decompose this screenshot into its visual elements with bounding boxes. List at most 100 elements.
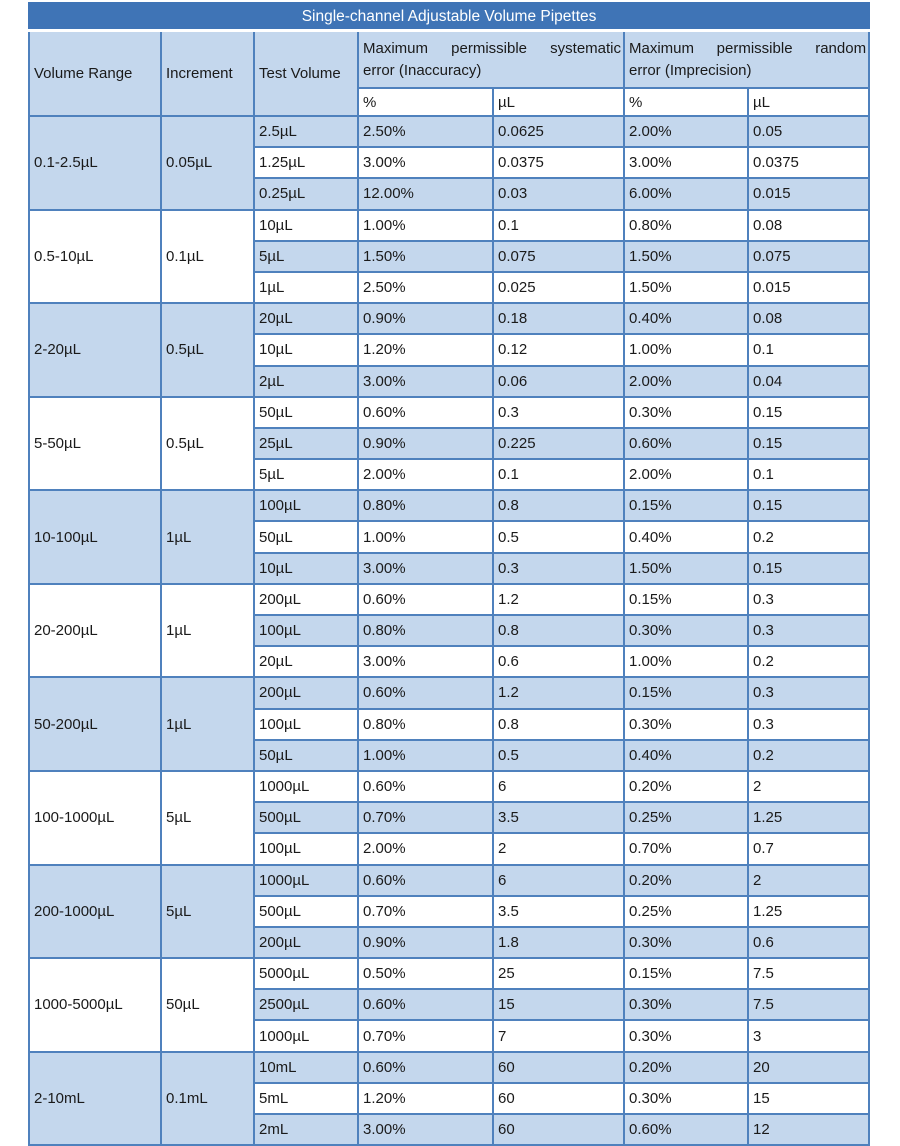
random-percent-cell: 0.15% bbox=[623, 582, 749, 617]
subheader-random-percent: % bbox=[623, 87, 749, 117]
random-percent-cell: 0.30% bbox=[623, 1081, 749, 1116]
table-row: 5µL 1.50% 0.075 1.50% 0.075 bbox=[29, 239, 871, 273]
table-row: 1000µL 0.70% 7 0.30% 3 bbox=[29, 1019, 871, 1053]
systematic-ul-cell: 6 bbox=[492, 863, 625, 897]
volume-range-cell: 100-1000µL bbox=[28, 769, 162, 866]
test-volume-cell: 1000µL bbox=[253, 769, 359, 804]
random-percent-cell: 0.20% bbox=[623, 863, 749, 897]
table-row: 2µL 3.00% 0.06 2.00% 0.04 bbox=[29, 364, 871, 398]
table-title: Single-channel Adjustable Volume Pipette… bbox=[27, 2, 871, 32]
test-volume-cell: 2mL bbox=[253, 1112, 359, 1146]
random-ul-cell: 0.7 bbox=[746, 832, 871, 866]
test-volume-cell: 5mL bbox=[253, 1081, 359, 1116]
pipette-spec-table: Single-channel Adjustable Volume Pipette… bbox=[27, 2, 871, 1146]
random-percent-cell: 0.60% bbox=[623, 426, 749, 461]
test-volume-cell: 5µL bbox=[253, 458, 359, 492]
random-percent-cell: 0.15% bbox=[623, 676, 749, 710]
systematic-ul-cell: 1.8 bbox=[492, 925, 625, 960]
systematic-percent-cell: 3.00% bbox=[357, 1112, 494, 1146]
table-row: 20-200µL 1µL 200µL 0.60% 1.2 0.15% 0.3 bbox=[28, 582, 871, 679]
test-volume-cell: 50µL bbox=[253, 738, 359, 772]
random-ul-cell: 0.1 bbox=[746, 458, 871, 492]
test-volume-cell: 500µL bbox=[253, 801, 359, 835]
increment-cell: 0.05µL bbox=[160, 115, 255, 211]
random-ul-cell: 0.2 bbox=[746, 645, 871, 679]
increment-cell: 5µL bbox=[160, 769, 255, 866]
test-volume-cell: 25µL bbox=[253, 426, 359, 461]
test-volume-cell: 100µL bbox=[253, 832, 359, 866]
systematic-percent-cell: 0.60% bbox=[357, 1050, 494, 1084]
systematic-percent-cell: 1.50% bbox=[357, 239, 494, 273]
random-ul-cell: 0.15 bbox=[746, 426, 871, 461]
table-row: 0.5-10µL 0.1µL 10µL 1.00% 0.1 0.80% 0.08 bbox=[28, 208, 871, 305]
systematic-percent-cell: 0.90% bbox=[357, 925, 494, 960]
random-percent-cell: 0.80% bbox=[623, 208, 749, 242]
systematic-ul-cell: 0.3 bbox=[492, 395, 625, 429]
random-percent-cell: 0.20% bbox=[623, 769, 749, 804]
systematic-ul-cell: 3.5 bbox=[492, 894, 625, 928]
test-volume-cell: 200µL bbox=[253, 676, 359, 710]
volume-range-cell: 0.1-2.5µL bbox=[28, 115, 162, 211]
volume-range-cell: 2-10mL bbox=[28, 1050, 162, 1146]
systematic-percent-cell: 3.00% bbox=[357, 364, 494, 398]
systematic-ul-cell: 0.225 bbox=[492, 426, 625, 461]
random-percent-cell: 0.30% bbox=[623, 613, 749, 648]
volume-range-cell: 50-200µL bbox=[28, 676, 162, 772]
test-volume-cell: 200µL bbox=[253, 925, 359, 960]
subheader-random-ul: µL bbox=[746, 87, 871, 117]
random-ul-cell: 20 bbox=[746, 1050, 871, 1084]
systematic-percent-cell: 0.60% bbox=[357, 988, 494, 1022]
systematic-ul-cell: 0.8 bbox=[492, 707, 625, 741]
table-row: 10µL 3.00% 0.3 1.50% 0.15 bbox=[29, 551, 871, 585]
systematic-percent-cell: 1.00% bbox=[357, 738, 494, 772]
systematic-percent-cell: 2.50% bbox=[357, 114, 494, 149]
random-percent-cell: 2.00% bbox=[623, 364, 749, 398]
increment-cell: 1µL bbox=[160, 582, 255, 679]
volume-range-cell: 20-200µL bbox=[28, 582, 162, 679]
test-volume-cell: 100µL bbox=[253, 613, 359, 648]
random-percent-cell: 0.40% bbox=[623, 520, 749, 554]
page: { "title": "Single-channel Adjustable Vo… bbox=[27, 2, 871, 1146]
systematic-ul-cell: 7 bbox=[492, 1019, 625, 1053]
systematic-percent-cell: 2.50% bbox=[357, 270, 494, 305]
systematic-ul-cell: 0.6 bbox=[492, 645, 625, 679]
test-volume-cell: 5000µL bbox=[253, 957, 359, 991]
random-ul-cell: 0.6 bbox=[746, 925, 871, 960]
random-percent-cell: 0.30% bbox=[623, 1019, 749, 1053]
header-systematic-line1: Maximum permissible systematic bbox=[363, 39, 621, 57]
random-percent-cell: 0.60% bbox=[623, 1112, 749, 1146]
table-row: 5µL 2.00% 0.1 2.00% 0.1 bbox=[29, 458, 871, 492]
header-random-line2: error (Imprecision) bbox=[629, 61, 752, 79]
systematic-percent-cell: 0.70% bbox=[357, 801, 494, 835]
random-ul-cell: 0.05 bbox=[746, 114, 871, 149]
systematic-percent-cell: 1.00% bbox=[357, 208, 494, 242]
test-volume-cell: 2.5µL bbox=[253, 114, 359, 149]
systematic-ul-cell: 1.2 bbox=[492, 676, 625, 710]
systematic-ul-cell: 0.12 bbox=[492, 333, 625, 367]
random-ul-cell: 0.015 bbox=[746, 177, 871, 211]
title-row: Single-channel Adjustable Volume Pipette… bbox=[27, 2, 871, 32]
random-ul-cell: 2 bbox=[746, 769, 871, 804]
header-volume-range: Volume Range bbox=[28, 29, 162, 117]
random-percent-cell: 0.30% bbox=[623, 707, 749, 741]
header-increment: Increment bbox=[160, 29, 255, 117]
random-percent-cell: 1.00% bbox=[623, 333, 749, 367]
table-row: 200-1000µL 5µL 1000µL 0.60% 6 0.20% 2 bbox=[28, 863, 871, 960]
systematic-ul-cell: 60 bbox=[492, 1050, 625, 1084]
systematic-ul-cell: 0.3 bbox=[492, 551, 625, 585]
systematic-percent-cell: 0.80% bbox=[357, 707, 494, 741]
table-row: 10µL 1.20% 0.12 1.00% 0.1 bbox=[29, 333, 871, 367]
systematic-percent-cell: 0.60% bbox=[357, 582, 494, 617]
systematic-ul-cell: 0.5 bbox=[492, 738, 625, 772]
table-row: 1000-5000µL 50µL 5000µL 0.50% 25 0.15% 7.5 bbox=[28, 957, 871, 1053]
test-volume-cell: 2µL bbox=[253, 364, 359, 398]
increment-cell: 1µL bbox=[160, 489, 255, 585]
systematic-ul-cell: 0.075 bbox=[492, 239, 625, 273]
systematic-percent-cell: 0.70% bbox=[357, 894, 494, 928]
systematic-percent-cell: 2.00% bbox=[357, 458, 494, 492]
systematic-percent-cell: 1.00% bbox=[357, 520, 494, 554]
random-percent-cell: 3.00% bbox=[623, 146, 749, 180]
table-row: 50-200µL 1µL 200µL 0.60% 1.2 0.15% 0.3 bbox=[28, 676, 871, 772]
systematic-ul-cell: 0.025 bbox=[492, 270, 625, 305]
header-random-error: Maximum permissible random error (Imprec… bbox=[622, 29, 871, 89]
